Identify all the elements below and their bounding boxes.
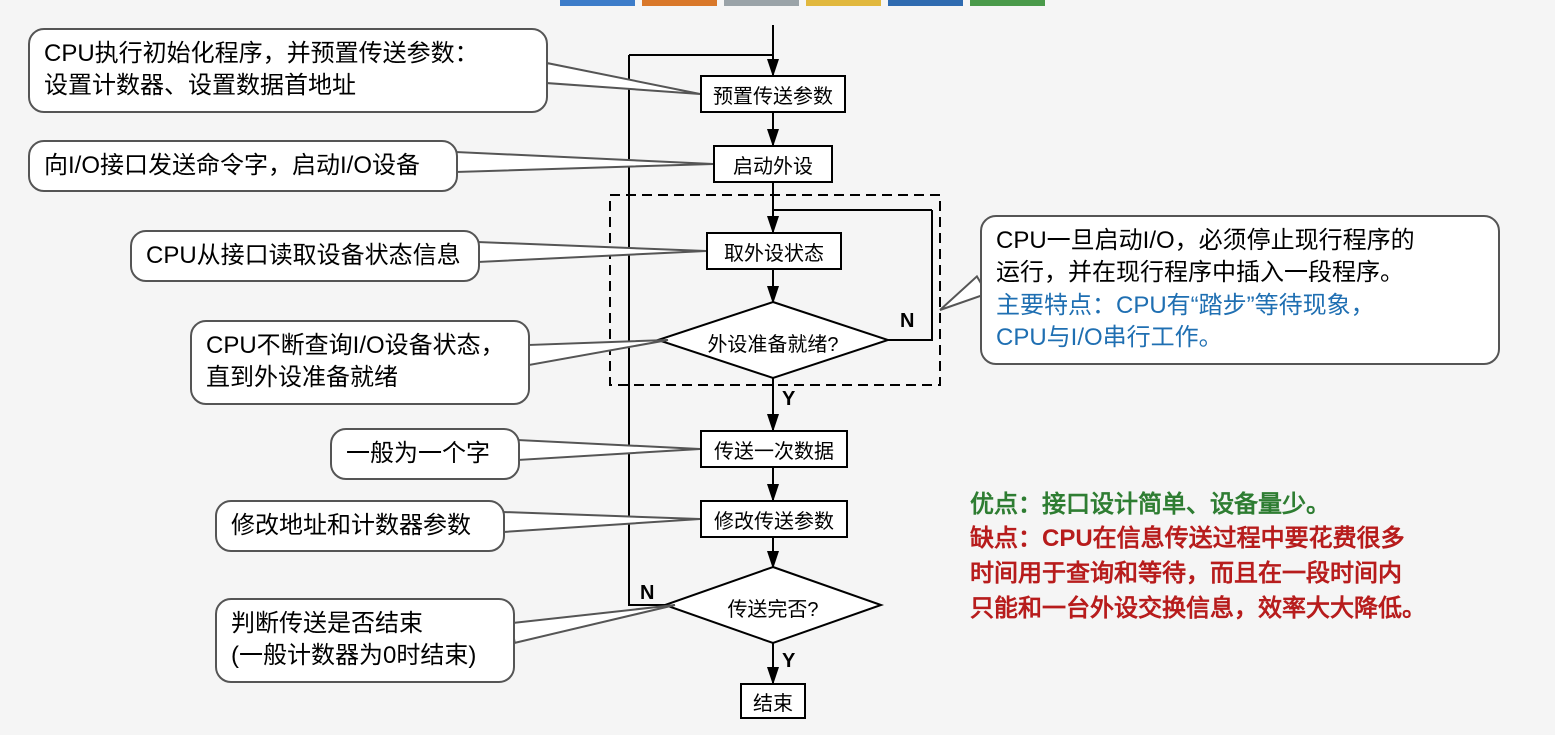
flow-node-end: 结束 — [740, 683, 806, 719]
callout-poll: CPU不断查询I/O设备状态，直到外设准备就绪 — [190, 320, 530, 405]
node-label: 启动外设 — [733, 150, 813, 179]
branch-label-n: N — [900, 310, 914, 333]
advantage-text: 优点：接口设计简单、设备量少。 — [970, 488, 1330, 523]
callout-line: 判断传送是否结束 — [231, 608, 499, 640]
callout-init: CPU执行初始化程序，并预置传送参数：设置计数器、设置数据首地址 — [28, 28, 548, 113]
callout-line: (一般计数器为0时结束) — [231, 640, 499, 672]
callout-line: 向I/O接口发送命令字，启动I/O设备 — [44, 150, 442, 182]
callout-line: CPU不断查询I/O设备状态， — [206, 330, 514, 362]
top-tab — [806, 0, 881, 6]
top-tab — [642, 0, 717, 6]
top-tab — [724, 0, 799, 6]
callout-line: 直到外设准备就绪 — [206, 362, 514, 394]
callout-line-blue: 主要特点：CPU有“踏步”等待现象， — [996, 290, 1484, 322]
diagram-canvas: { "flowchart": { "type": "flowchart", "c… — [0, 0, 1555, 735]
callout-line: CPU从接口读取设备状态信息 — [146, 240, 464, 272]
top-tab — [970, 0, 1045, 6]
disadvantage-line: 缺点：CPU在信息传送过程中要花费很多 — [970, 522, 1426, 557]
branch-label-y: Y — [782, 650, 795, 673]
node-label: 结束 — [753, 687, 793, 716]
callout-send-cmd: 向I/O接口发送命令字，启动I/O设备 — [28, 140, 458, 192]
top-tab — [560, 0, 635, 6]
callout-line: 修改地址和计数器参数 — [231, 510, 489, 542]
node-label: 修改传送参数 — [714, 505, 834, 534]
callout-feature: CPU一旦启动I/O，必须停止现行程序的运行，并在现行程序中插入一段程序。主要特… — [980, 215, 1500, 365]
top-tab — [888, 0, 963, 6]
flow-node-get-status: 取外设状态 — [706, 232, 842, 270]
flow-node-modify: 修改传送参数 — [700, 500, 848, 538]
callout-modify-addr: 修改地址和计数器参数 — [215, 500, 505, 552]
decision-ready-label: 外设准备就绪? — [683, 328, 863, 357]
callout-line-blue: CPU与I/O串行工作。 — [996, 322, 1484, 354]
node-label: 传送一次数据 — [714, 435, 834, 464]
disadvantage-line: 时间用于查询和等待，而且在一段时间内 — [970, 557, 1426, 592]
flow-node-start-dev: 启动外设 — [713, 145, 833, 183]
callout-line: CPU一旦启动I/O，必须停止现行程序的 — [996, 225, 1484, 257]
disadvantage-line: 只能和一台外设交换信息，效率大大降低。 — [970, 592, 1426, 627]
branch-label-n: N — [640, 582, 654, 605]
node-label: 取外设状态 — [724, 237, 824, 266]
callout-line: CPU执行初始化程序，并预置传送参数： — [44, 38, 532, 70]
callout-one-word: 一般为一个字 — [330, 428, 520, 480]
callout-read-status: CPU从接口读取设备状态信息 — [130, 230, 480, 282]
callout-line: 一般为一个字 — [346, 438, 504, 470]
flow-node-preset: 预置传送参数 — [700, 75, 846, 113]
branch-label-y: Y — [782, 388, 795, 411]
callout-line: 运行，并在现行程序中插入一段程序。 — [996, 257, 1484, 289]
flow-node-transfer: 传送一次数据 — [700, 430, 848, 468]
callout-line: 设置计数器、设置数据首地址 — [44, 70, 532, 102]
callout-judge-done: 判断传送是否结束(一般计数器为0时结束) — [215, 598, 515, 683]
node-label: 预置传送参数 — [713, 80, 833, 109]
decision-done-label: 传送完否? — [683, 593, 863, 622]
disadvantage-text: 缺点：CPU在信息传送过程中要花费很多时间用于查询和等待，而且在一段时间内只能和… — [970, 522, 1426, 626]
